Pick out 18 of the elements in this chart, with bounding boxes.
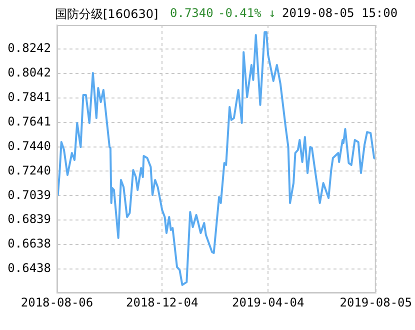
y-tick-label: 0.7440 <box>8 138 51 153</box>
y-tick-label: 0.8242 <box>8 41 51 56</box>
x-tick-label: 2019-04-04 <box>232 295 304 310</box>
text: 0.7340 <box>170 6 214 20</box>
y-tick-label: 0.7039 <box>8 188 51 202</box>
y-tick-label: 0.6438 <box>8 261 51 276</box>
x-tick-label: 2019-08-05 <box>340 295 412 310</box>
text: 2019-08-05 15:00 <box>282 6 398 20</box>
y-tick-label: 0.8042 <box>8 66 51 80</box>
y-tick-label: 0.7240 <box>8 163 51 178</box>
y-tick-label: 0.7641 <box>8 114 51 128</box>
x-tick-label: 2018-08-06 <box>20 295 94 310</box>
y-tick-label: 0.7841 <box>8 90 51 104</box>
text: -0.41% ↓ <box>218 6 276 20</box>
y-tick-label: 0.6638 <box>8 236 51 251</box>
y-tick-label: 0.6839 <box>8 212 51 226</box>
x-tick-label: 2018-12-04 <box>126 295 198 310</box>
chart-title: 国防分级[160630] <box>55 6 158 23</box>
